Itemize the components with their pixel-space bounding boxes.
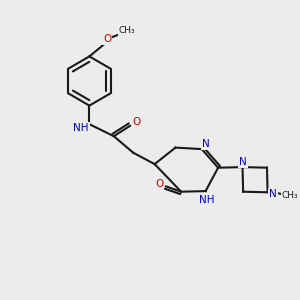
Text: O: O [155, 179, 163, 189]
Text: CH₃: CH₃ [282, 191, 298, 200]
Text: N: N [202, 139, 210, 149]
Text: N: N [239, 157, 247, 167]
Text: N: N [269, 189, 277, 199]
Text: O: O [103, 34, 111, 44]
Text: CH₃: CH₃ [119, 26, 136, 35]
Text: NH: NH [73, 123, 89, 133]
Text: O: O [133, 117, 141, 127]
Text: NH: NH [199, 194, 215, 205]
